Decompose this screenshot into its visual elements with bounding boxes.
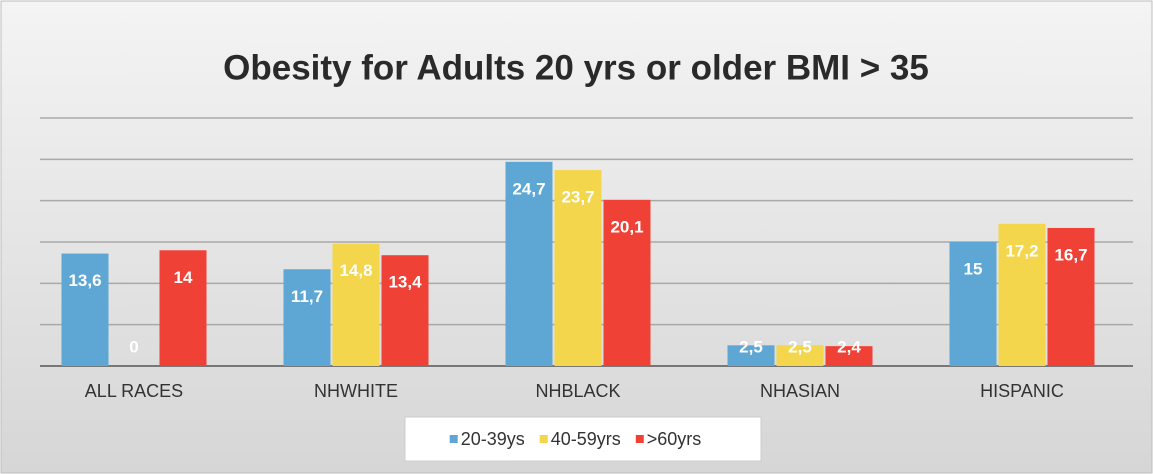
bar [825,346,873,366]
value-label: 2,5 [739,337,763,356]
bar [603,199,651,366]
legend-box [404,416,762,462]
x-tick-label: ALL RACES [85,381,183,401]
bar [61,253,109,366]
legend-swatch [539,435,548,443]
bar [505,161,553,366]
x-tick-label: NHWHITE [314,381,398,401]
value-label: 2,4 [837,337,861,356]
legend-label: 40-59yrs [551,429,621,449]
value-label: 2,5 [788,337,812,356]
legend-label: >60yrs [647,429,702,449]
value-label: 0 [129,337,138,356]
bar [776,345,824,366]
x-tick-label: HISPANIC [980,381,1064,401]
value-label: 23,7 [561,188,594,207]
bar [159,250,207,366]
legend-label: 20-39ys [461,429,525,449]
legend-swatch [449,435,458,443]
bar [283,269,331,366]
value-label: 11,7 [291,287,323,306]
bar [554,170,602,366]
value-label: 14 [174,268,193,287]
value-label: 15 [964,259,983,278]
x-tick-label: NHBLACK [535,381,620,401]
legend-swatch [635,435,644,443]
bar [1047,227,1095,366]
bar [332,243,380,366]
value-label: 13,4 [388,273,422,292]
x-tick-label: NHASIAN [760,381,840,401]
value-label: 17,2 [1005,241,1038,260]
bar [381,255,429,366]
value-label: 20,1 [610,217,643,236]
bar [949,242,997,366]
value-label: 24,7 [512,179,545,198]
value-label: 16,7 [1054,245,1087,264]
value-label: 13,6 [68,271,101,290]
value-label: 14,8 [339,261,372,280]
bar [998,223,1046,366]
bar [727,345,775,366]
chart-title: Obesity for Adults 20 yrs or older BMI >… [223,48,929,87]
